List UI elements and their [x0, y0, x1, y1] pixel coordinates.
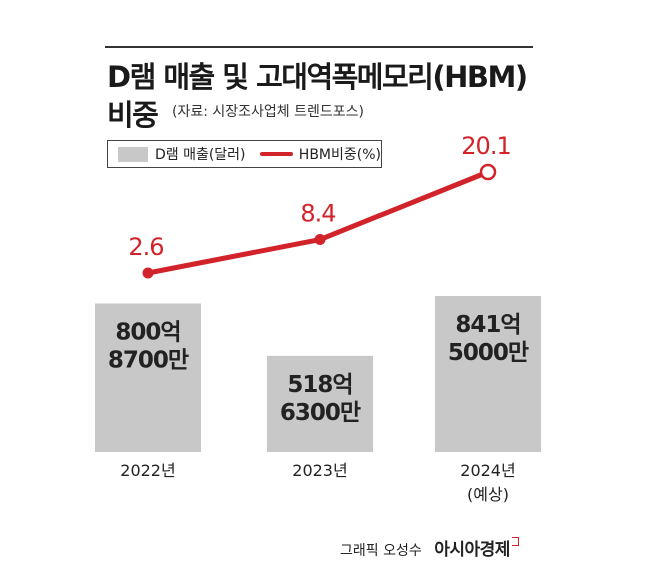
- line-point: [314, 234, 326, 246]
- credit: 그래픽 오성수 아시아경제: [340, 535, 519, 560]
- bar: [435, 296, 541, 452]
- line-value-label: 8.4: [300, 200, 335, 228]
- bar: [267, 355, 373, 452]
- x-tick-label: 2023년: [292, 461, 347, 480]
- line-point: [142, 267, 154, 279]
- chart-title-line2: 비중: [107, 98, 159, 132]
- credit-brand: 아시아경제: [434, 540, 510, 560]
- legend-bar-swatch: [118, 146, 148, 162]
- brand-mark-icon: [511, 537, 519, 546]
- line-value-label: 2.6: [128, 233, 163, 261]
- title-rule: [105, 46, 533, 48]
- legend-line-label: HBM비중(%): [298, 147, 381, 163]
- bar: [95, 303, 201, 452]
- x-tick-label: 2024년 (예상): [460, 461, 515, 504]
- credit-author: 그래픽 오성수: [340, 543, 422, 559]
- bar-value-label: 518억 6300만: [280, 372, 361, 426]
- chart-title: D램 매출 및 고대역폭메모리(HBM): [107, 60, 528, 94]
- source-note: (자료: 시장조사업체 트렌드포스): [172, 104, 364, 120]
- line-value-label: 20.1: [461, 132, 510, 160]
- line-point: [479, 163, 497, 181]
- x-tick-label: 2022년: [120, 461, 175, 480]
- bar-value-label: 841억 5000만: [448, 312, 529, 366]
- legend-bar-label: D램 매출(달러): [154, 147, 246, 163]
- legend: D램 매출(달러) HBM비중(%): [107, 140, 382, 168]
- bar-value-label: 800억 8700만: [108, 320, 189, 374]
- legend-line-swatch: [259, 152, 293, 156]
